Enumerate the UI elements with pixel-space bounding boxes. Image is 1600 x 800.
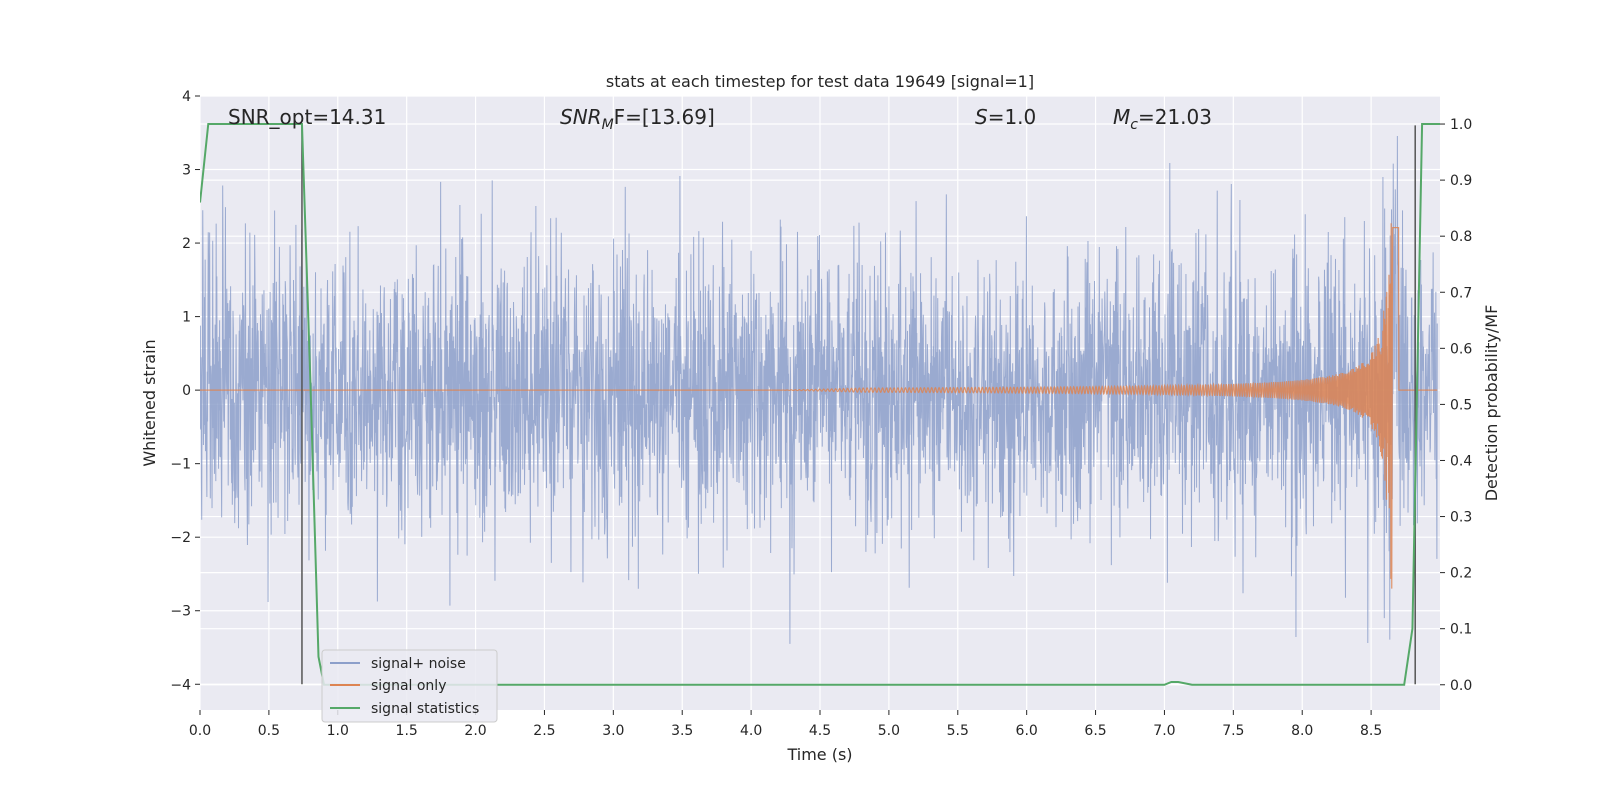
- y2-tick-label: 0.5: [1450, 397, 1472, 413]
- x-tick-label: 7.0: [1153, 723, 1175, 739]
- annotation-snr-opt: SNR_opt=14.31: [228, 105, 386, 129]
- series-signal-only-line: [200, 223, 1438, 589]
- x-tick-label: 2.0: [464, 723, 486, 739]
- y2-tick-label: 0.1: [1450, 622, 1472, 638]
- y2-tick-label: 0.4: [1450, 453, 1472, 469]
- series-signal-noise-line: [200, 135, 1438, 644]
- annotation-s-value: =1.0: [988, 105, 1037, 129]
- y2-tick-label: 1.0: [1450, 117, 1472, 133]
- annotation-mc-symbol: M: [1113, 105, 1130, 129]
- y-tick-label: 3: [182, 163, 191, 179]
- ticks: 0.0 0.5 1.0 1.5 2.0 2.5 3.0 3.5 4.0 4.5 5.0 5.5 6.0 6…: [170, 89, 1472, 739]
- x-tick-label: 5.5: [947, 723, 969, 739]
- y-tick-label: 0: [182, 383, 191, 399]
- x-tick-label: 1.5: [396, 723, 418, 739]
- y-tick-label: −4: [170, 677, 191, 693]
- y2-tick-label: 0.8: [1450, 229, 1472, 245]
- series-layer: [200, 123, 1440, 686]
- annotation-snr-mf-subscript: M: [602, 117, 614, 133]
- x-tick-label: 4.0: [740, 723, 762, 739]
- y-tick-label: 2: [182, 236, 191, 252]
- y2-tick-label: 0.2: [1450, 566, 1472, 582]
- chart-title: stats at each timestep for test data 196…: [606, 72, 1034, 91]
- x-tick-label: 1.0: [327, 723, 349, 739]
- y-tick-label: −2: [170, 530, 191, 546]
- legend-label-signal-only: signal only: [371, 678, 446, 694]
- x-tick-label: 6.0: [1016, 723, 1038, 739]
- annotation-s: S=1.0: [975, 105, 1036, 129]
- legend-label-signal-noise: signal+ noise: [371, 656, 466, 672]
- y-axis-label: Whitened strain: [140, 339, 159, 466]
- y2-tick-label: 0.9: [1450, 173, 1472, 189]
- y2-tick-label: 0.3: [1450, 510, 1472, 526]
- annotation-mc-value: =21.03: [1138, 105, 1212, 129]
- annotation-mc-subscript: c: [1130, 117, 1138, 133]
- y2-tick-label: 0.0: [1450, 678, 1472, 694]
- y2-tick-label: 0.6: [1450, 341, 1472, 357]
- y-tick-label: −3: [170, 604, 191, 620]
- y-tick-label: 4: [182, 89, 191, 105]
- annotation-mc: Mc=21.03: [1113, 105, 1212, 133]
- x-tick-label: 5.0: [878, 723, 900, 739]
- y2-axis-label: Detection probability/MF: [1482, 305, 1501, 502]
- y-tick-label: 1: [182, 310, 191, 326]
- x-tick-label: 8.0: [1291, 723, 1313, 739]
- y2-tick-label: 0.7: [1450, 285, 1472, 301]
- x-tick-label: 0.5: [258, 723, 280, 739]
- x-tick-label: 6.5: [1084, 723, 1106, 739]
- legend: signal+ noise signal only signal statist…: [321, 649, 498, 723]
- x-tick-label: 7.5: [1222, 723, 1244, 739]
- legend-box: [321, 649, 498, 723]
- x-tick-label: 3.5: [671, 723, 693, 739]
- y-tick-label: −1: [170, 457, 191, 473]
- x-tick-label: 8.5: [1360, 723, 1382, 739]
- x-tick-label: 0.0: [189, 723, 211, 739]
- legend-label-signal-statistics: signal statistics: [371, 701, 479, 717]
- x-axis-label: Time (s): [786, 745, 852, 764]
- annotation-s-symbol: S: [975, 105, 988, 129]
- x-tick-label: 3.0: [602, 723, 624, 739]
- series-signal-statistics-line: [200, 123, 1440, 686]
- x-tick-label: 4.5: [809, 723, 831, 739]
- annotation-snr-mf: SNRMF=[13.69]: [560, 105, 715, 133]
- annotation-snr-mf-symbol: SNR: [560, 105, 602, 129]
- annotation-snr-mf-value: F=[13.69]: [614, 105, 715, 129]
- x-tick-label: 2.5: [533, 723, 555, 739]
